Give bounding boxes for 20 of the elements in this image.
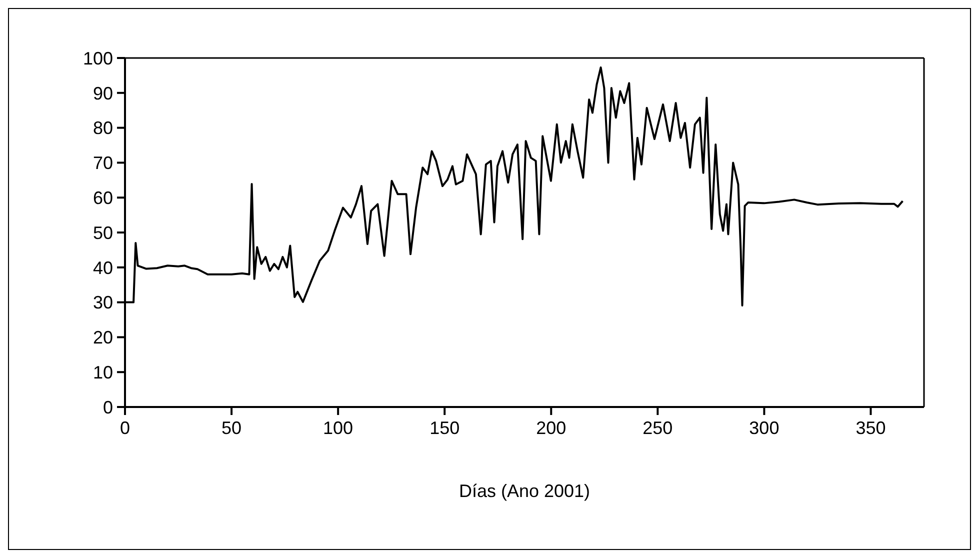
y-tick-label: 30 (92, 292, 113, 313)
x-tick-label: 250 (642, 418, 673, 438)
x-tick-label: 100 (323, 418, 354, 438)
y-tick-label: 50 (92, 222, 113, 243)
x-tick-label: 350 (856, 418, 886, 438)
y-tick-label: 70 (92, 153, 113, 174)
y-tick-label: 40 (92, 258, 113, 278)
y-tick-label: 100 (82, 48, 113, 68)
y-tick-label: 90 (92, 83, 113, 104)
x-axis-title: Días (Ano 2001) (458, 481, 590, 501)
x-tick-label: 200 (536, 418, 566, 438)
y-tick-label: 0 (102, 397, 113, 418)
x-tick-label: 0 (120, 418, 130, 438)
y-tick-label: 80 (92, 118, 113, 138)
x-tick-label: 300 (749, 418, 780, 438)
y-tick-label: 10 (92, 362, 113, 382)
x-tick-label: 150 (430, 418, 460, 438)
x-tick-label: 50 (222, 418, 242, 438)
y-tick-label: 60 (92, 188, 113, 208)
y-tick-label: 20 (92, 328, 113, 348)
